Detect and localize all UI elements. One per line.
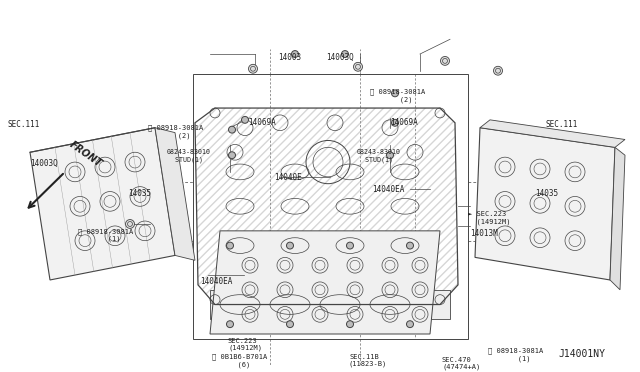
- Text: 14003Q: 14003Q: [326, 53, 354, 62]
- Text: Ⓝ 08918-3081A
       (2): Ⓝ 08918-3081A (2): [370, 89, 425, 103]
- Text: 14040EA: 14040EA: [200, 277, 232, 286]
- Text: 14013M: 14013M: [470, 229, 498, 238]
- Text: J14001NY: J14001NY: [558, 349, 605, 359]
- Text: 14003Q: 14003Q: [30, 159, 58, 168]
- Circle shape: [493, 66, 502, 75]
- Circle shape: [228, 126, 236, 133]
- Polygon shape: [210, 290, 450, 319]
- Circle shape: [406, 321, 413, 328]
- Polygon shape: [480, 120, 625, 147]
- Text: 08243-83010
  STUD(1): 08243-83010 STUD(1): [357, 149, 401, 163]
- Polygon shape: [30, 128, 175, 280]
- Circle shape: [287, 321, 294, 328]
- Text: 14035: 14035: [535, 189, 558, 198]
- Bar: [193, 74, 468, 339]
- Circle shape: [125, 219, 134, 228]
- Circle shape: [440, 57, 449, 65]
- Text: SEC.470
(47474+A): SEC.470 (47474+A): [442, 357, 480, 370]
- Text: 14035: 14035: [128, 189, 151, 198]
- Text: ► SEC.223
  (14912M): ► SEC.223 (14912M): [468, 211, 511, 225]
- Circle shape: [346, 321, 353, 328]
- Circle shape: [353, 62, 362, 71]
- Text: Ⓝ 08918-3081A
       (2): Ⓝ 08918-3081A (2): [148, 125, 204, 139]
- Text: SEC.111: SEC.111: [8, 120, 40, 129]
- Circle shape: [346, 242, 353, 249]
- Circle shape: [387, 152, 394, 158]
- Text: FRONT: FRONT: [68, 140, 104, 169]
- Circle shape: [241, 116, 248, 123]
- Text: SEC.11B
(11823-B): SEC.11B (11823-B): [349, 354, 387, 367]
- Circle shape: [287, 242, 294, 249]
- Circle shape: [248, 64, 257, 73]
- Text: Ⓝ 08918-3081A
       (1): Ⓝ 08918-3081A (1): [488, 348, 543, 362]
- Circle shape: [392, 119, 399, 126]
- Text: 14040E: 14040E: [274, 173, 301, 182]
- Circle shape: [227, 321, 234, 328]
- Polygon shape: [475, 128, 615, 280]
- Circle shape: [227, 242, 234, 249]
- Text: 08243-83010
  STUD(1): 08243-83010 STUD(1): [167, 149, 211, 163]
- Text: 14069A: 14069A: [390, 118, 418, 127]
- Text: 14003: 14003: [278, 53, 301, 62]
- Circle shape: [392, 90, 399, 97]
- Polygon shape: [155, 128, 195, 260]
- Text: SEC.111: SEC.111: [545, 120, 577, 129]
- Text: ⒳ 0B1B6-B701A
      (6): ⒳ 0B1B6-B701A (6): [212, 354, 268, 368]
- Polygon shape: [610, 147, 625, 290]
- Circle shape: [342, 51, 349, 57]
- Polygon shape: [210, 231, 440, 334]
- Text: SEC.223
(14912M): SEC.223 (14912M): [228, 338, 262, 352]
- Circle shape: [406, 242, 413, 249]
- Circle shape: [291, 51, 298, 57]
- Text: Ⓝ 08918-3081A
       (1): Ⓝ 08918-3081A (1): [78, 228, 133, 242]
- Text: 14069A: 14069A: [248, 118, 276, 127]
- Text: 14040EA: 14040EA: [372, 185, 404, 194]
- Circle shape: [228, 152, 236, 158]
